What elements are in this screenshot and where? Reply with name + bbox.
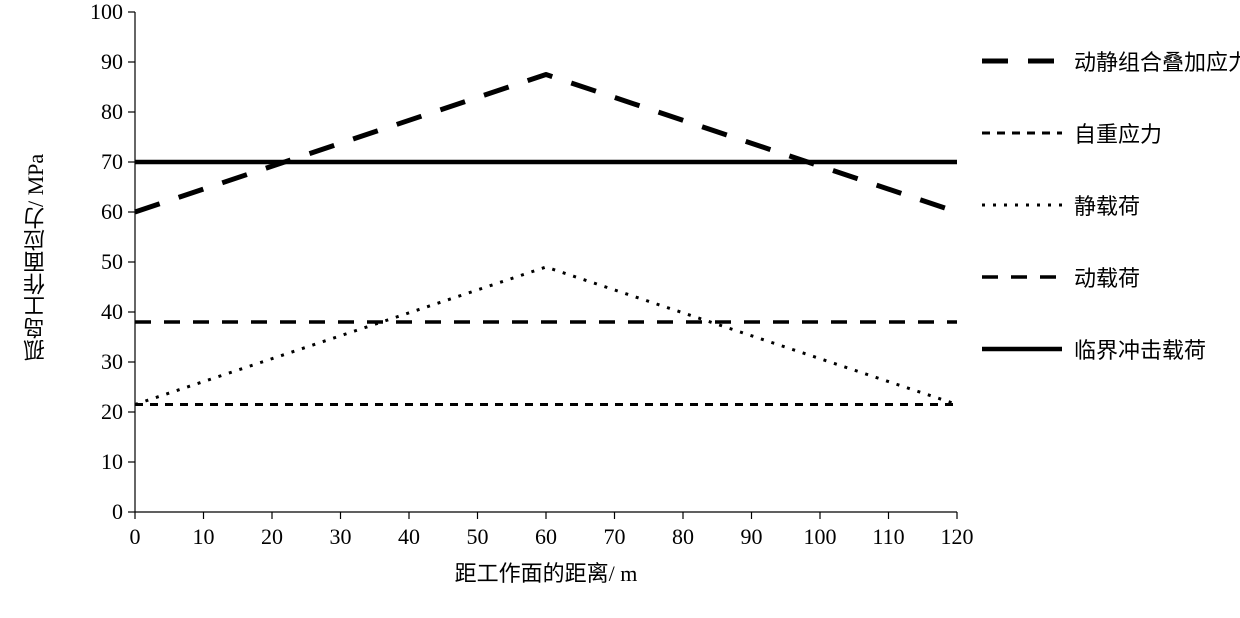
legend-item-self_weight: 自重应力 [982,120,1240,146]
series-static_load [135,267,957,405]
x-tick-label: 120 [937,524,977,550]
legend-label: 静载荷 [1074,189,1140,221]
legend-item-dynamic_load: 动载荷 [982,264,1240,290]
y-tick-label: 60 [101,199,123,225]
legend-swatch [982,264,1062,290]
x-tick-label: 110 [869,524,909,550]
x-tick-label: 100 [800,524,840,550]
legend-label: 自重应力 [1074,117,1162,149]
legend-item-critical_impact: 临界冲击载荷 [982,336,1240,362]
x-tick-label: 90 [732,524,772,550]
legend: 动静组合叠加应力自重应力静载荷动载荷临界冲击载荷 [982,48,1240,408]
y-tick-label: 20 [101,399,123,425]
legend-swatch [982,336,1062,362]
x-axis-label: 距工作面的距离/ m [135,556,957,588]
x-tick-label: 80 [663,524,703,550]
y-tick-label: 30 [101,349,123,375]
x-tick-label: 30 [321,524,361,550]
x-tick-label: 60 [526,524,566,550]
y-tick-label: 40 [101,299,123,325]
y-axis-label-text: 孤岛工作面应力/ MPa [23,153,48,360]
legend-label: 临界冲击载荷 [1074,333,1206,365]
y-tick-label: 90 [101,49,123,75]
legend-item-combined: 动静组合叠加应力 [982,48,1240,74]
series-combined [135,75,957,213]
legend-swatch [982,192,1062,218]
legend-swatch [982,120,1062,146]
x-tick-label: 40 [389,524,429,550]
y-tick-label: 10 [101,449,123,475]
y-tick-label: 70 [101,149,123,175]
legend-swatch [982,48,1062,74]
legend-label: 动静组合叠加应力 [1074,45,1240,77]
y-tick-label: 50 [101,249,123,275]
stress-chart: 孤岛工作面应力/ MPa 距工作面的距离/ m 动静组合叠加应力自重应力静载荷动… [0,0,1240,618]
x-tick-label: 20 [252,524,292,550]
x-tick-label: 50 [458,524,498,550]
y-tick-label: 0 [112,499,123,525]
y-axis-label: 孤岛工作面应力/ MPa [20,37,52,477]
x-tick-label: 70 [595,524,635,550]
legend-item-static_load: 静载荷 [982,192,1240,218]
x-axis-label-text: 距工作面的距离/ m [455,561,638,586]
x-tick-label: 10 [184,524,224,550]
y-tick-label: 100 [90,0,123,25]
legend-label: 动载荷 [1074,261,1140,293]
x-tick-label: 0 [115,524,155,550]
y-tick-label: 80 [101,99,123,125]
